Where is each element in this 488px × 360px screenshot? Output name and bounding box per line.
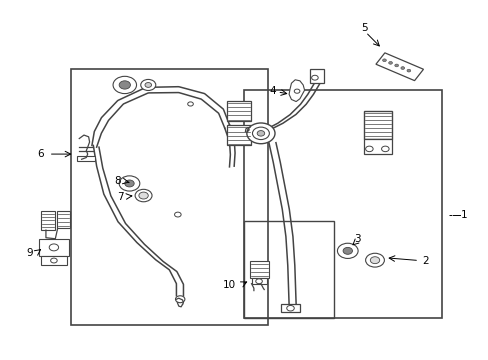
- Circle shape: [255, 279, 262, 284]
- Bar: [375, 53, 423, 81]
- Circle shape: [174, 212, 181, 217]
- Circle shape: [294, 89, 299, 93]
- Text: 7: 7: [117, 192, 123, 202]
- Circle shape: [381, 146, 388, 152]
- Circle shape: [175, 296, 184, 303]
- Polygon shape: [288, 80, 304, 102]
- Bar: [244, 221, 333, 318]
- Circle shape: [144, 82, 151, 87]
- Bar: [280, 305, 300, 312]
- Text: 6: 6: [37, 149, 43, 159]
- Bar: [244, 90, 441, 318]
- Circle shape: [343, 247, 352, 254]
- Circle shape: [124, 180, 134, 187]
- Circle shape: [141, 80, 156, 90]
- Circle shape: [369, 257, 379, 264]
- Bar: [41, 256, 67, 265]
- Text: 3: 3: [353, 234, 360, 244]
- Bar: [57, 211, 70, 228]
- Circle shape: [135, 189, 152, 202]
- Circle shape: [382, 59, 386, 62]
- Bar: [77, 156, 95, 161]
- Circle shape: [119, 176, 140, 191]
- Circle shape: [337, 243, 357, 258]
- Circle shape: [388, 62, 392, 64]
- Text: 1: 1: [460, 210, 466, 220]
- Circle shape: [286, 305, 294, 311]
- Text: 10: 10: [223, 280, 236, 291]
- Circle shape: [187, 102, 193, 106]
- Bar: [39, 239, 69, 256]
- Circle shape: [139, 192, 148, 199]
- Text: 4: 4: [269, 86, 275, 96]
- Circle shape: [365, 253, 384, 267]
- Circle shape: [51, 258, 57, 263]
- Bar: [364, 139, 391, 154]
- Bar: [41, 211, 55, 230]
- Circle shape: [49, 244, 59, 251]
- Text: 5: 5: [360, 23, 367, 33]
- Circle shape: [394, 64, 398, 67]
- Circle shape: [311, 75, 318, 80]
- Circle shape: [365, 146, 372, 152]
- Bar: [250, 261, 268, 279]
- Circle shape: [400, 67, 404, 69]
- Bar: [309, 69, 324, 83]
- Circle shape: [252, 127, 269, 140]
- Bar: [364, 111, 391, 139]
- Text: 9: 9: [26, 248, 33, 258]
- Bar: [226, 125, 250, 145]
- Bar: [251, 279, 266, 284]
- Circle shape: [406, 69, 410, 72]
- Bar: [71, 69, 267, 325]
- Text: 8: 8: [114, 176, 121, 186]
- Circle shape: [113, 76, 136, 94]
- Circle shape: [119, 81, 130, 89]
- Text: 2: 2: [421, 256, 427, 266]
- Bar: [226, 101, 250, 121]
- Circle shape: [246, 123, 274, 144]
- Circle shape: [257, 131, 264, 136]
